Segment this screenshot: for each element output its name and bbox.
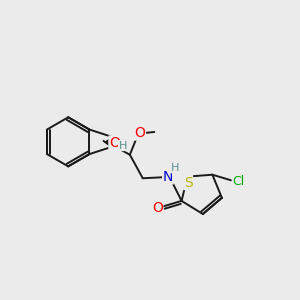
Text: Cl: Cl [232, 176, 244, 188]
Text: S: S [184, 176, 193, 190]
Text: O: O [134, 126, 146, 140]
Text: N: N [163, 170, 173, 184]
Text: H: H [171, 163, 179, 173]
Text: H: H [118, 141, 127, 151]
Text: O: O [152, 201, 163, 215]
Text: O: O [109, 136, 120, 150]
